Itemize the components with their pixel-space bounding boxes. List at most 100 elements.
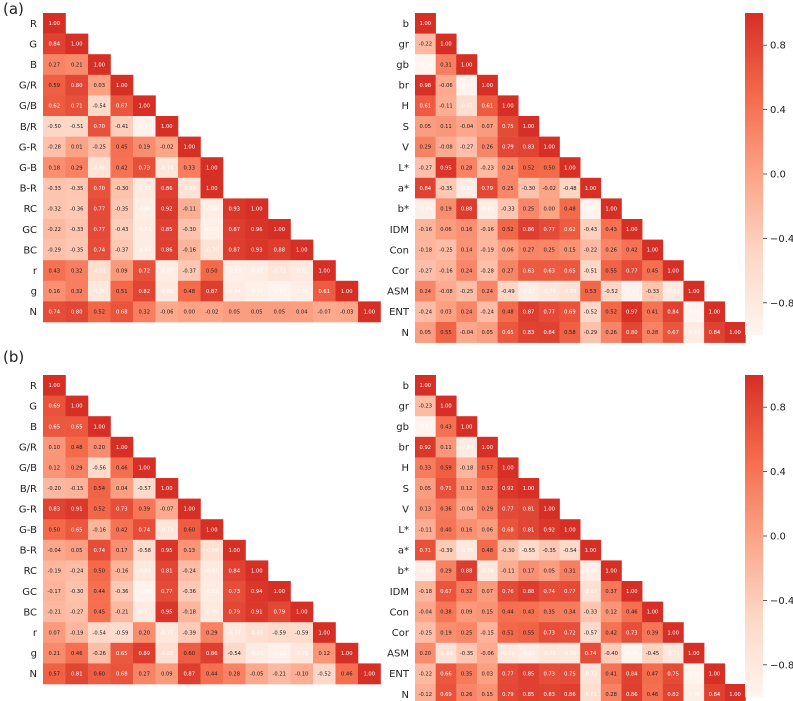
a-left-cell-value: -0.73 — [273, 268, 286, 274]
b-right-row-label: br — [399, 443, 410, 454]
a-right-cell-value: 1.00 — [502, 104, 514, 110]
a-right-cell — [435, 239, 457, 261]
a-left-cell-value: 0.87 — [206, 289, 218, 295]
a-right-cell — [518, 198, 540, 220]
b-right-cell-value: -0.55 — [522, 548, 535, 554]
a-right-row-label: L* — [398, 163, 409, 174]
b-right-cell-value: 0.73 — [543, 672, 555, 678]
a-left-cell-value: 1.00 — [273, 227, 285, 233]
a-right-cell-value: -0.43 — [584, 227, 597, 233]
a-left-cell — [200, 157, 224, 179]
b-right-cell — [415, 642, 436, 664]
b-right-cell — [456, 601, 478, 623]
b-left-cell-value: 0.81 — [71, 672, 83, 678]
b-left-cell — [65, 416, 89, 438]
b-left-cell — [313, 622, 336, 644]
b-left-cell-value: 0.46 — [71, 651, 83, 657]
b-right-cell — [642, 601, 664, 623]
a-left-cell — [290, 301, 314, 323]
a-left-cell-value: 1.00 — [363, 310, 375, 316]
a-left-cell-value: 0.48 — [183, 289, 195, 295]
b-right-cell-value: 0.77 — [502, 507, 514, 513]
b-right-cell-value: 0.71 — [420, 548, 432, 554]
a-left-cell-value: 0.88 — [273, 248, 285, 254]
b-right-cell — [662, 622, 684, 644]
a-right-cell — [600, 301, 622, 323]
b-right-cell — [456, 436, 478, 458]
b-left-cell-value: -0.66 — [205, 548, 218, 554]
a-right-cell-value: 0.65 — [502, 330, 514, 336]
b-left-cell — [223, 560, 246, 582]
a-right-cell — [662, 322, 684, 343]
b-left-cell — [88, 457, 111, 479]
a-right-cell-value: 0.79 — [502, 145, 514, 151]
b-right-cell-value: 0.92 — [543, 527, 555, 533]
a-left-cell — [133, 157, 156, 179]
a-right-cell — [621, 260, 643, 282]
b-right-cell — [415, 519, 436, 541]
a-left-cell-value: -0.86 — [138, 207, 151, 213]
b-right-cell-value: 1.00 — [647, 610, 659, 616]
a-left-cell — [313, 280, 336, 302]
b-right-cell — [600, 663, 622, 685]
b-left-cell-value: 0.44 — [93, 589, 105, 595]
a-right-row-label: Cor — [392, 266, 410, 277]
a-left-cell — [43, 74, 66, 96]
b-right-cell-value: -0.88 — [584, 569, 597, 575]
a-right-cell — [704, 301, 726, 323]
a-left-cell-value: -0.80 — [160, 289, 173, 295]
a-right-cell-value: 1.00 — [729, 330, 741, 336]
b-right-cell-value: -0.67 — [584, 589, 597, 595]
b-right-cell-value: -0.25 — [419, 630, 432, 636]
a-left-cell — [178, 219, 201, 240]
a-left-cell-value: -0.29 — [48, 248, 61, 254]
a-right-cell — [497, 301, 519, 323]
b-right-cell — [642, 642, 664, 664]
a-right-cell-value: 0.24 — [461, 268, 473, 274]
b-left-cell — [290, 601, 314, 623]
a-right-cell — [456, 219, 478, 240]
b-left-cell — [110, 601, 134, 623]
b-left-cell — [223, 539, 246, 561]
a-right-cell — [600, 219, 622, 240]
b-left-cell-value: 1.00 — [71, 404, 83, 410]
b-left-cell — [110, 498, 134, 520]
b-left-cell — [88, 581, 111, 602]
b-left-row-label: r — [33, 628, 38, 639]
a-left-cell — [43, 177, 66, 199]
b-right-cell — [538, 560, 560, 582]
a-left-cell — [43, 301, 66, 323]
a-left-cell — [110, 95, 134, 117]
b-right-cell — [559, 539, 581, 561]
a-right-cell — [580, 198, 602, 220]
a-left-cell-value: -0.81 — [138, 186, 151, 192]
a-left-cell-value: -0.43 — [115, 227, 128, 233]
b-right-cell — [456, 478, 478, 499]
b-left-cell-value: 1.00 — [251, 569, 263, 575]
b-left-cell — [178, 519, 201, 541]
a-left-cell — [155, 116, 179, 137]
b-left-cell — [65, 581, 89, 602]
b-left-cell — [313, 642, 336, 664]
b-left-cell — [335, 642, 359, 664]
a-left-cell — [88, 116, 111, 137]
a-right-cell-value: -0.22 — [419, 42, 432, 48]
b-left-cell-value: -0.59 — [273, 630, 286, 636]
a-right-cell-value: 0.75 — [502, 124, 514, 130]
b-right-cell — [415, 375, 436, 396]
a-left-cell-value: 0.82 — [138, 289, 150, 295]
a-left-cell — [313, 260, 336, 282]
a-right-cell — [435, 95, 457, 117]
a-right-cell — [497, 157, 519, 179]
a-left-cell — [65, 280, 89, 302]
a-right-cell — [497, 198, 519, 220]
a-left-cell — [65, 54, 89, 76]
b-right-cell-value: -0.23 — [419, 404, 432, 410]
b-right-cell-value: 1.00 — [461, 424, 473, 430]
b-right-cell — [456, 642, 478, 664]
panel-label-a: (a) — [3, 0, 24, 18]
b-right-cell — [704, 684, 726, 701]
b-right-cell — [497, 498, 519, 520]
b-left-cell-value: 0.73 — [116, 507, 128, 513]
b-right-cell-value: -0.18 — [460, 466, 473, 472]
